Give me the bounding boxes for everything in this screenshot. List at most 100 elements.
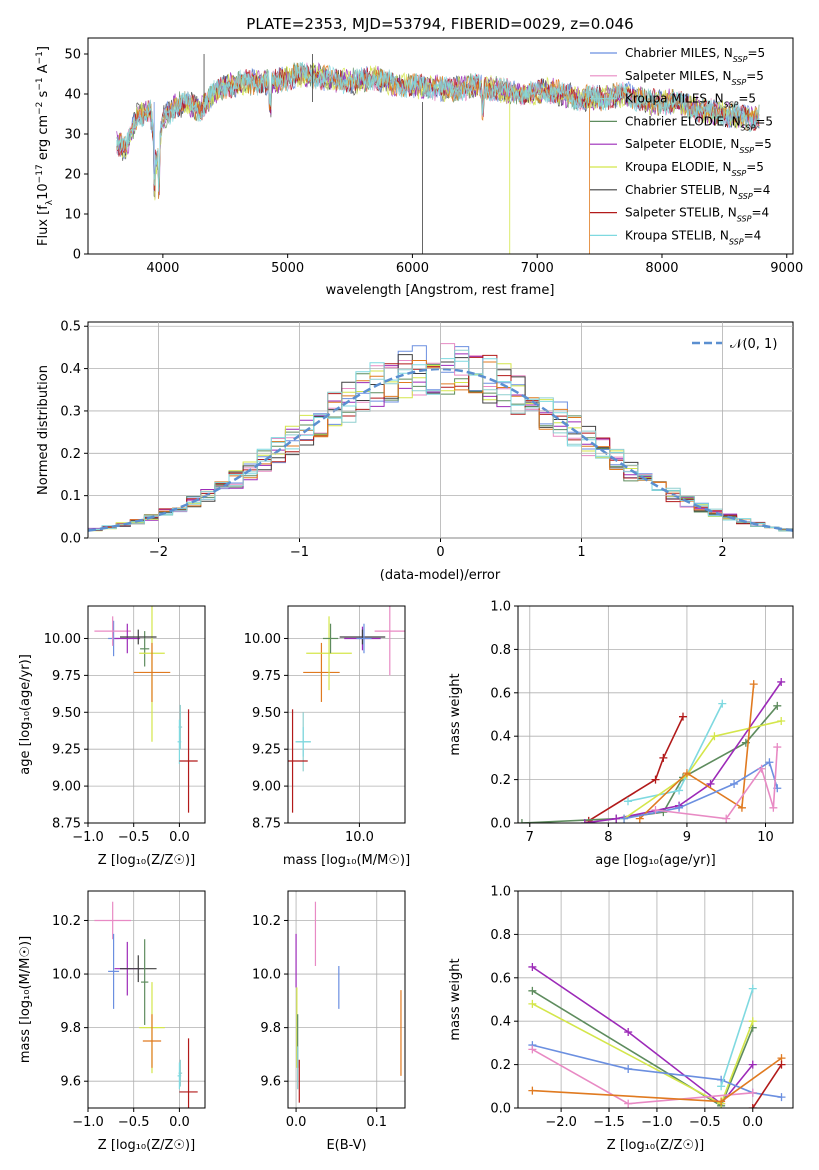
legend-label: Kroupa ELODIE, NSSP=5 [625,160,764,178]
mass-weight-line [639,684,755,820]
age-vs-Z-marks [94,606,198,813]
mass-weight-marker [748,1104,757,1108]
mass-weight-marker [722,814,731,823]
y-tick-label: 0.4 [490,730,511,745]
legend-subscript: SSP [732,77,747,86]
x-tick-label: 0.0 [169,830,190,845]
x-tick-label: 9000 [770,261,803,276]
mass-weight-marker [773,701,782,710]
massweight-vs-age-xlabel: age [log₁₀(age/yr)] [595,853,716,868]
y-tick-label: 0.2 [490,773,511,788]
y-tick-label: 0.8 [490,928,511,943]
mass-weight-marker [528,1086,537,1095]
y-tick-label: 8.75 [252,817,281,832]
legend-nssp-value: =5 [754,137,772,151]
y-tick-label: 0.5 [60,320,81,335]
mass-weight-marker [730,779,739,788]
legend-series-name: Chabrier STELIB, N [625,183,738,197]
legend-subscript: SSP [741,123,756,132]
massweight-vs-Z-panel: −2.0 −1.5 −1.0 −0.5 0.0 0.0 0.2 0.4 0.6 0.8 1.0 Z [… [448,885,794,1153]
ylabel-fragment: λ [45,199,55,205]
y-tick-label: 0.6 [490,686,511,701]
y-tick-label: 9.75 [252,669,281,684]
y-tick-label: 9.00 [252,780,281,795]
x-tick-label: 10.0 [345,830,374,845]
x-tick-label: 0.0 [169,1115,190,1130]
mass-weight-line [623,720,782,820]
x-tick-label: 4000 [146,261,179,276]
y-tick-label: 0.6 [490,971,511,986]
legend-label: Salpeter ELODIE, NSSP=5 [625,137,772,155]
legend-series-name: Chabrier MILES, N [625,46,733,60]
y-tick-label: 10.2 [52,914,81,929]
spectrum-plot-area [116,54,760,254]
mass-weight-marker [718,699,727,708]
mass-weight-line [720,988,754,1087]
mass-weight-marker [748,984,757,993]
x-tick-label: −1 [290,545,309,560]
massweight-vs-Z-marks [528,962,786,1108]
legend-subscript: SSP [737,214,752,223]
ylabel-fragment: −1 [35,51,45,64]
mass-vs-ebv-frame [287,890,406,1109]
y-tick-label: 30 [64,128,81,143]
spectrum-frame [87,37,794,255]
legend-label: Chabrier MILES, NSSP=5 [625,46,765,64]
massweight-vs-age-marks [518,677,786,823]
legend-nssp-value: =4 [744,228,762,242]
ylabel-fragment: −17 [35,164,45,183]
x-tick-label: 1 [577,545,585,560]
age-vs-mass-panel: 10.0 8.75 9.00 9.25 9.50 9.75 10.00 mass [log₁₀… [244,605,410,868]
mass-vs-Z-marks [94,901,198,1108]
y-tick-label: 50 [64,48,81,63]
mass-weight-marker [777,677,786,686]
age-vs-Z-ylabel: age [log₁₀(age/yr)] [18,654,33,775]
y-tick-label: 0.0 [60,532,81,547]
y-tick-label: 0.1 [60,489,81,504]
ylabel-fragment: −2 [35,102,45,115]
mass-weight-marker [624,1028,633,1037]
spectrum-xlabel: wavelength [Angstrom, rest frame] [326,283,555,298]
legend-series-name: Salpeter STELIB, N [625,206,737,220]
mass-weight-marker [710,732,719,741]
x-tick-label: −2.0 [545,1115,577,1130]
mass-weight-line [655,746,779,820]
x-tick-label: −0.5 [118,1115,150,1130]
x-tick-label: 7000 [521,261,554,276]
y-tick-label: 10.00 [244,632,281,647]
x-tick-label: −1.5 [593,1115,625,1130]
legend-subscript: SSP [729,237,744,246]
massweight-vs-age-frame [517,605,794,824]
mass-vs-ebv-marks [295,901,402,1103]
mass-weight-marker [528,962,537,971]
y-tick-label: 10.2 [252,914,281,929]
small-panels: −1.0 −0.5 0.0 8.75 9.00 9.25 9.50 9.75 10.00 Z [l… [18,600,794,1153]
legend-series-name: Chabrier ELODIE, N [625,114,741,128]
legend-series-name: Salpeter MILES, N [625,69,732,83]
legend-label: Chabrier STELIB, NSSP=4 [625,183,770,201]
legend-label: Salpeter MILES, NSSP=5 [625,69,764,87]
y-tick-label: 9.00 [52,780,81,795]
residuals-ylabel: Normed distribution [36,365,51,495]
mass-vs-ebv-panel: 0.0 0.1 9.6 9.8 10.0 10.2 E(B-V) [252,890,406,1153]
ylabel-fragment: erg cm [36,115,51,164]
residuals-ticks: −2 −1 0 1 2 0.0 0.1 0.2 0.3 0.4 0.5 [60,320,793,560]
legend-nssp-value: =4 [751,206,769,220]
mass-weight-marker [679,712,687,721]
legend-subscript: SSP [739,146,754,155]
y-tick-label: 9.50 [252,706,281,721]
mass-weight-marker [624,1099,633,1108]
mass-vs-Z-ylabel: mass [log₁₀(M/M☉)] [18,936,33,1063]
x-tick-label: 0.0 [286,1115,307,1130]
massweight-vs-age-ylabel: mass weight [448,673,463,755]
y-tick-label: 10.00 [44,632,81,647]
mass-weight-marker [651,805,660,814]
legend-subscript: SSP [733,55,748,64]
mass-vs-Z-frame [87,890,206,1109]
y-tick-label: 40 [64,88,81,103]
legend-subscript: SSP [738,191,753,200]
y-tick-label: 0.0 [490,1102,511,1117]
legend-subscript: SSP [724,100,739,109]
legend-series-name: Kroupa STELIB, N [625,228,729,242]
